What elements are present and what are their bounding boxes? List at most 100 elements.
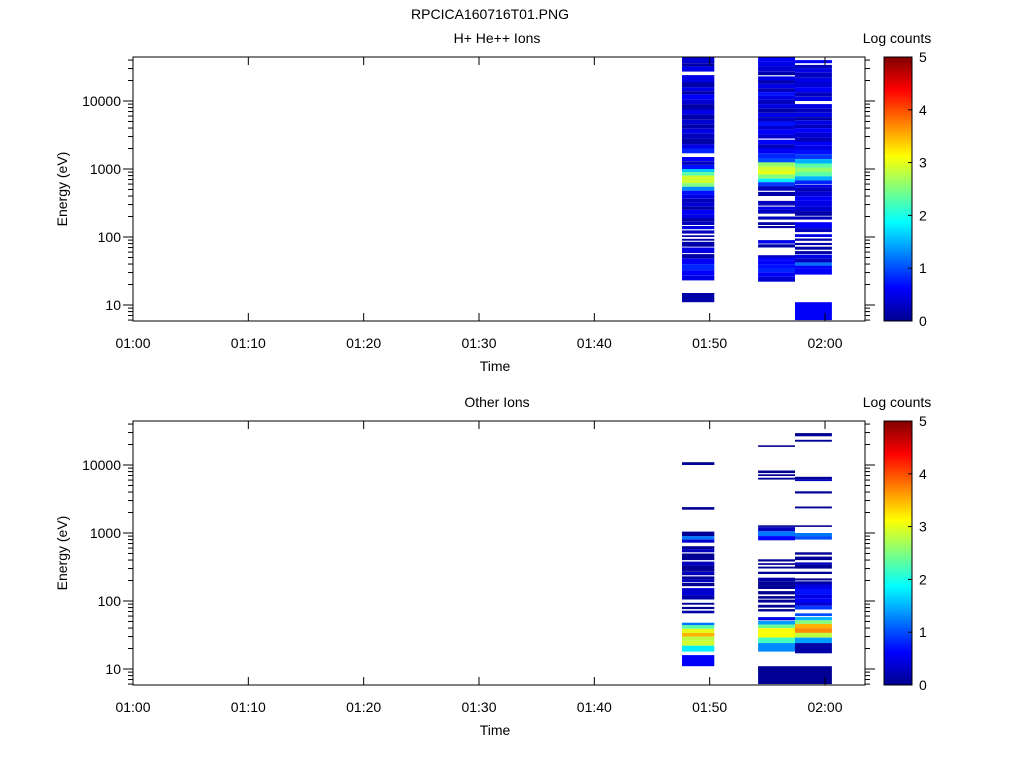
x-tick-label: 01:30: [461, 699, 496, 715]
y-tick-label: 10: [105, 661, 121, 677]
spectrogram-cell: [682, 198, 715, 203]
spectrogram-cell: [682, 75, 715, 82]
spectrogram-cell: [795, 154, 832, 160]
spectrogram-cell: [682, 186, 715, 191]
spectrogram-cell: [795, 598, 832, 603]
spectrogram-cell: [758, 620, 795, 625]
spectrogram-cell: [758, 268, 795, 273]
spectrogram-cell: [758, 182, 795, 187]
spectrogram-cell: [758, 139, 795, 145]
spectrogram-cell: [682, 221, 715, 225]
spectrogram-cell: [795, 96, 832, 101]
spectrogram-cell: [795, 120, 832, 125]
spectrogram-cell: [682, 293, 715, 303]
y-tick-label: 10000: [82, 93, 121, 109]
colorbar: [883, 420, 913, 686]
y-tick-label: 100: [98, 229, 122, 245]
spectrogram-cell: [758, 191, 795, 196]
spectrogram-cell: [758, 95, 795, 100]
spectrogram-cell: [758, 162, 795, 167]
spectrogram-cell: [682, 258, 715, 265]
spectrogram-cell: [758, 624, 795, 629]
y-tick-label: 10000: [82, 457, 121, 473]
spectrogram-cell: [758, 527, 795, 532]
spectrogram-cell: [758, 604, 795, 608]
spectrogram-cell: [795, 128, 832, 133]
spectrogram-cell: [758, 148, 795, 154]
spectrogram-cell: [758, 272, 795, 277]
spectrogram-cell: [795, 589, 832, 595]
spectrogram-cell: [795, 628, 832, 633]
spectrogram-cell: [758, 531, 795, 537]
spectrogram-cell: [682, 194, 715, 199]
spectrogram-cell: [795, 251, 832, 255]
spectrogram-cell: [758, 66, 795, 72]
panel-title: H+ He++ Ions: [454, 30, 541, 46]
spectrogram-cell: [795, 222, 832, 229]
spectrogram-cell: [758, 170, 795, 175]
colorbar-label: Log counts: [863, 30, 932, 46]
x-tick-label: 01:40: [577, 699, 612, 715]
spectrogram-cell: [795, 92, 832, 97]
x-tick-label: 01:10: [231, 699, 266, 715]
spectrogram-cell: [682, 57, 715, 64]
spectrogram-cell: [795, 77, 832, 82]
x-tick-label: 01:10: [231, 335, 266, 351]
spectrogram-cell: [795, 112, 832, 118]
spectrogram-cell: [758, 536, 795, 541]
x-tick-label: 01:00: [115, 335, 150, 351]
spectrogram-cell: [682, 138, 715, 145]
spectrogram-cell: [682, 565, 715, 572]
spectrogram-cell: [682, 94, 715, 100]
spectrogram-cell: [795, 206, 832, 212]
spectrogram-cell: [795, 180, 832, 185]
spectrogram-cell: [682, 183, 715, 187]
spectrogram-cell: [758, 260, 795, 265]
panel-other-ions: Other Ions 01:00 01:10 01:20 01:30 01:40 01:50…: [54, 394, 931, 738]
spectrogram-cell: [682, 179, 715, 184]
y-axis-label: Energy (eV): [54, 516, 70, 591]
spectrogram-cell: [682, 175, 715, 180]
spectrogram-cell: [795, 238, 832, 241]
x-tick-label: 01:00: [115, 699, 150, 715]
spectrogram-cell: [682, 571, 715, 576]
spectrogram-cell: [795, 581, 832, 585]
spectrogram-cell: [758, 216, 795, 220]
y-tick-label: 1000: [90, 525, 121, 541]
spectrogram-cell: [795, 64, 832, 69]
spectrogram-cell: [682, 579, 715, 583]
spectrogram-cell: [795, 234, 832, 237]
spectrogram-cell: [795, 268, 832, 275]
spectrogram-cells: [682, 57, 832, 321]
spectrogram-cell: [682, 66, 715, 72]
spectrogram-cell: [682, 114, 715, 120]
spectrogram-cell: [758, 112, 795, 118]
spectrogram-cell: [795, 479, 832, 482]
spectrogram-cell: [795, 262, 832, 266]
spectrogram-cell: [682, 144, 715, 149]
y-tick-label: 1000: [90, 161, 121, 177]
spectrogram-cell: [758, 83, 795, 88]
spectrogram-cell: [682, 531, 715, 537]
spectrogram-cell: [682, 632, 715, 637]
spectrogram-cell: [758, 144, 795, 149]
spectrogram-cell: [795, 132, 832, 138]
spectrogram-cell: [682, 82, 715, 88]
spectrogram-cell: [758, 206, 795, 210]
spectrogram-cell: [682, 275, 715, 281]
spectrogram-cell: [795, 242, 832, 246]
spectrogram-cell: [795, 211, 832, 216]
spectrogram-cell: [758, 99, 795, 105]
spectrogram-cell: [795, 562, 832, 565]
spectrogram-cell: [795, 191, 832, 196]
spectrogram-cell: [758, 186, 795, 191]
x-axis-label: Time: [480, 358, 511, 374]
spectrogram-cell: [795, 536, 832, 540]
spectrogram-cell: [795, 200, 832, 207]
spectrogram-cell: [795, 594, 832, 599]
spectrogram-cell: [795, 60, 832, 64]
spectrogram-cell: [758, 134, 795, 139]
spectrogram-cell: [758, 61, 795, 67]
plot-frame: [132, 420, 866, 686]
spectrogram-cell: [795, 564, 832, 569]
